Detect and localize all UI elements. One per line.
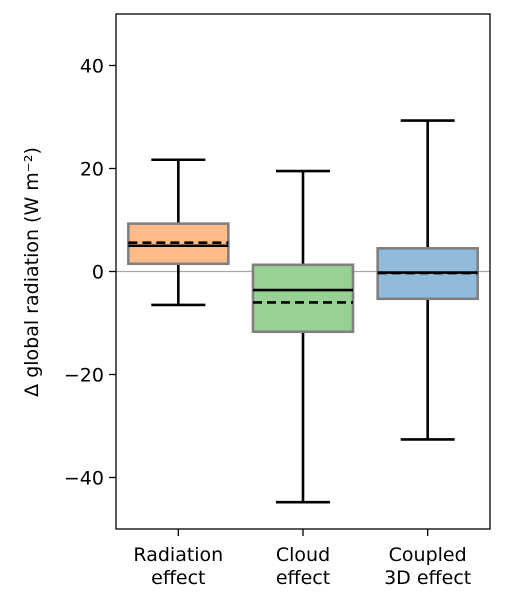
y-tick-label: −40 [64, 468, 104, 490]
y-tick-label: 40 [80, 56, 104, 78]
box-body [251, 263, 355, 334]
y-tick-label: −20 [64, 365, 104, 387]
x-tick-label: effect [276, 567, 330, 589]
x-tick-label: 3D effect [384, 567, 471, 589]
x-tick-label: Coupled [389, 544, 467, 566]
box-1 [127, 158, 230, 307]
boxes-layer [127, 119, 479, 504]
y-axis-label: Δ global radiation (W m⁻²) [21, 147, 43, 397]
x-tick-label: Radiation [133, 544, 223, 566]
y-axis: 40 20 0 −20 −40 [64, 56, 116, 490]
y-tick-label: 20 [80, 159, 104, 181]
box-3 [376, 119, 479, 441]
x-tick-label: Cloud [276, 544, 330, 566]
box-2 [251, 169, 355, 504]
y-tick-label: 0 [92, 262, 104, 284]
x-tick-label: effect [151, 567, 205, 589]
